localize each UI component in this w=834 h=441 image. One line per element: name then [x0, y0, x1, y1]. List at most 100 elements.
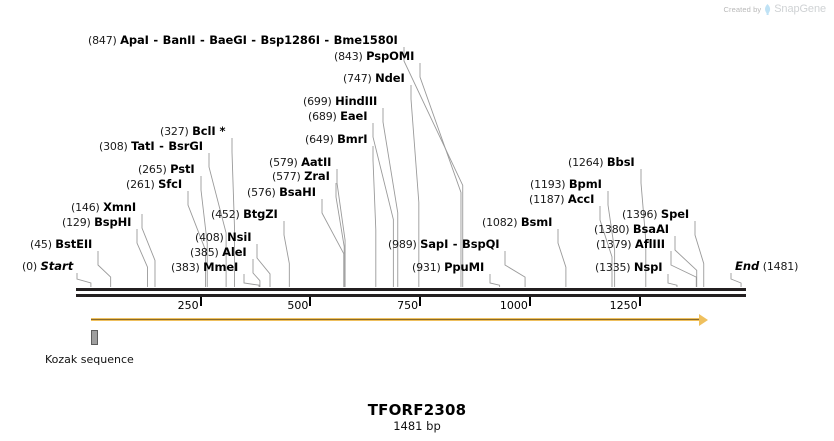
restriction-site-position: (1082): [482, 216, 518, 229]
restriction-site-label[interactable]: (699) HindIII: [303, 95, 377, 108]
restriction-site-position: (1380): [594, 223, 630, 236]
restriction-enzyme-name[interactable]: Bme1580I: [333, 33, 398, 47]
label-separator: -: [199, 33, 205, 47]
restriction-site-label[interactable]: (1396) SpeI: [622, 208, 689, 221]
restriction-site-label[interactable]: (1379) AflIII: [596, 238, 665, 251]
restriction-enzyme-name[interactable]: BsaAI: [632, 222, 669, 236]
ruler-tick-label: 250: [177, 299, 199, 312]
restriction-site-label[interactable]: (1380) BsaAI: [594, 223, 669, 236]
restriction-site-label[interactable]: (261) SfcI: [126, 178, 182, 191]
restriction-site-label[interactable]: (1193) BpmI: [530, 178, 602, 191]
restriction-enzyme-name[interactable]: BsmI: [520, 215, 553, 229]
restriction-site-position: (265): [138, 163, 167, 176]
restriction-site-position: (577): [272, 170, 301, 183]
restriction-site-label[interactable]: (408) NsiI: [195, 231, 251, 244]
restriction-site-label[interactable]: (576) BsaHI: [247, 186, 316, 199]
restriction-site-label[interactable]: (843) PspOMI: [334, 50, 414, 63]
restriction-site-position: (452): [211, 208, 240, 221]
label-separator: -: [324, 33, 330, 47]
restriction-enzyme-name[interactable]: BspQI: [462, 237, 500, 251]
restriction-site-label[interactable]: (265) PstI: [138, 163, 195, 176]
restriction-enzyme-name[interactable]: ApaI: [120, 33, 149, 47]
restriction-enzyme-name[interactable]: EaeI: [340, 109, 368, 123]
end-name: End: [735, 259, 760, 273]
restriction-enzyme-name[interactable]: AleI: [222, 245, 247, 259]
restriction-site-position: (146): [71, 201, 100, 214]
restriction-enzyme-name[interactable]: BmrI: [337, 132, 368, 146]
kozak-sequence-label: Kozak sequence: [45, 353, 134, 366]
restriction-site-label[interactable]: (45) BstEII: [30, 238, 92, 251]
end-position: (1481): [762, 260, 799, 273]
restriction-site-position: (1187): [529, 193, 565, 206]
restriction-enzyme-name[interactable]: MmeI: [203, 260, 239, 274]
restriction-enzyme-name[interactable]: HindIII: [335, 94, 378, 108]
label-separator: -: [251, 33, 257, 47]
backbone-line-top: [76, 288, 746, 291]
restriction-site-label[interactable]: (383) MmeI: [171, 261, 238, 274]
restriction-site-label[interactable]: (747) NdeI: [343, 72, 405, 85]
restriction-enzyme-name[interactable]: AatII: [301, 155, 332, 169]
restriction-enzyme-name[interactable]: BsrGI: [168, 139, 203, 153]
restriction-site-position: (989): [388, 238, 417, 251]
restriction-enzyme-name[interactable]: BstEII: [55, 237, 93, 251]
restriction-enzyme-name[interactable]: TatI: [131, 139, 155, 153]
restriction-site-label[interactable]: (689) EaeI: [308, 110, 367, 123]
ruler-tick-label: 1250: [609, 299, 638, 312]
restriction-enzyme-name[interactable]: SpeI: [660, 207, 690, 221]
restriction-enzyme-name[interactable]: BsaHI: [279, 185, 316, 199]
restriction-site-label[interactable]: (1264) BbsI: [568, 156, 635, 169]
restriction-enzyme-name[interactable]: BclI: [192, 124, 216, 138]
restriction-enzyme-name[interactable]: Bsp1286I: [260, 33, 320, 47]
restriction-enzyme-name[interactable]: ZraI: [304, 169, 330, 183]
restriction-enzyme-name[interactable]: BbsI: [606, 155, 635, 169]
restriction-enzyme-name[interactable]: SfcI: [158, 177, 183, 191]
restriction-site-label[interactable]: (649) BmrI: [305, 132, 368, 146]
restriction-enzyme-name[interactable]: BtgZI: [243, 207, 278, 221]
restriction-site-label[interactable]: (989) SapI - BspQI: [388, 237, 500, 251]
restriction-enzyme-name[interactable]: PpuMI: [444, 260, 485, 274]
restriction-enzyme-name[interactable]: PspOMI: [366, 49, 415, 63]
restriction-site-position: (1193): [530, 178, 566, 191]
restriction-site-position: (1396): [622, 208, 658, 221]
restriction-site-label[interactable]: (1335) NspI: [595, 260, 663, 274]
orf-arrow-head: [698, 313, 708, 326]
restriction-enzyme-name[interactable]: AccI: [567, 192, 595, 206]
restriction-enzyme-name[interactable]: NspI: [633, 260, 663, 274]
restriction-enzyme-name[interactable]: AflIII: [634, 237, 665, 251]
restriction-enzyme-name[interactable]: BaeGI: [209, 33, 247, 47]
restriction-site-label[interactable]: (1187) AccI: [529, 193, 594, 206]
construct-title: TFORF2308: [367, 401, 467, 419]
restriction-enzyme-name[interactable]: BanII: [162, 33, 196, 47]
restriction-site-position: (129): [62, 216, 91, 229]
restriction-enzyme-name[interactable]: PstI: [170, 162, 195, 176]
methylation-asterisk: *: [215, 124, 226, 138]
snapgene-leaf-icon: [764, 3, 771, 15]
restriction-enzyme-name[interactable]: XmnI: [103, 200, 137, 214]
restriction-enzyme-name[interactable]: NsiI: [227, 230, 252, 244]
restriction-enzyme-name[interactable]: SapI: [420, 237, 449, 251]
kozak-sequence-feature[interactable]: [90, 330, 98, 345]
start-position: (0): [22, 260, 37, 273]
restriction-site-label[interactable]: (308) TatI - BsrGI: [99, 140, 203, 153]
restriction-site-label[interactable]: (327) BclI *: [160, 125, 226, 138]
end-marker-label: End (1481): [735, 260, 798, 273]
restriction-site-label[interactable]: (1082) BsmI: [482, 216, 552, 229]
restriction-site-label[interactable]: (577) ZraI: [272, 170, 330, 183]
restriction-enzyme-name[interactable]: BspHI: [94, 215, 132, 229]
label-separator: -: [159, 139, 164, 153]
restriction-enzyme-name[interactable]: BpmI: [568, 177, 602, 191]
restriction-site-label[interactable]: (129) BspHI: [62, 216, 131, 229]
restriction-site-label[interactable]: (452) BtgZI: [211, 208, 278, 221]
ruler-tick-label: 500: [287, 299, 309, 312]
restriction-enzyme-name[interactable]: NdeI: [375, 71, 405, 85]
restriction-site-label[interactable]: (385) AleI: [190, 246, 247, 259]
restriction-site-label[interactable]: (931) PpuMI: [412, 261, 484, 274]
restriction-site-label[interactable]: (847) ApaI - BanII - BaeGI - Bsp1286I - …: [88, 34, 398, 47]
restriction-site-label[interactable]: (146) XmnI: [71, 201, 136, 214]
label-separator: -: [153, 33, 159, 47]
restriction-site-label[interactable]: (579) AatII: [269, 156, 331, 169]
restriction-site-position: (847): [88, 34, 117, 47]
start-marker-label: (0) Start: [22, 260, 73, 273]
